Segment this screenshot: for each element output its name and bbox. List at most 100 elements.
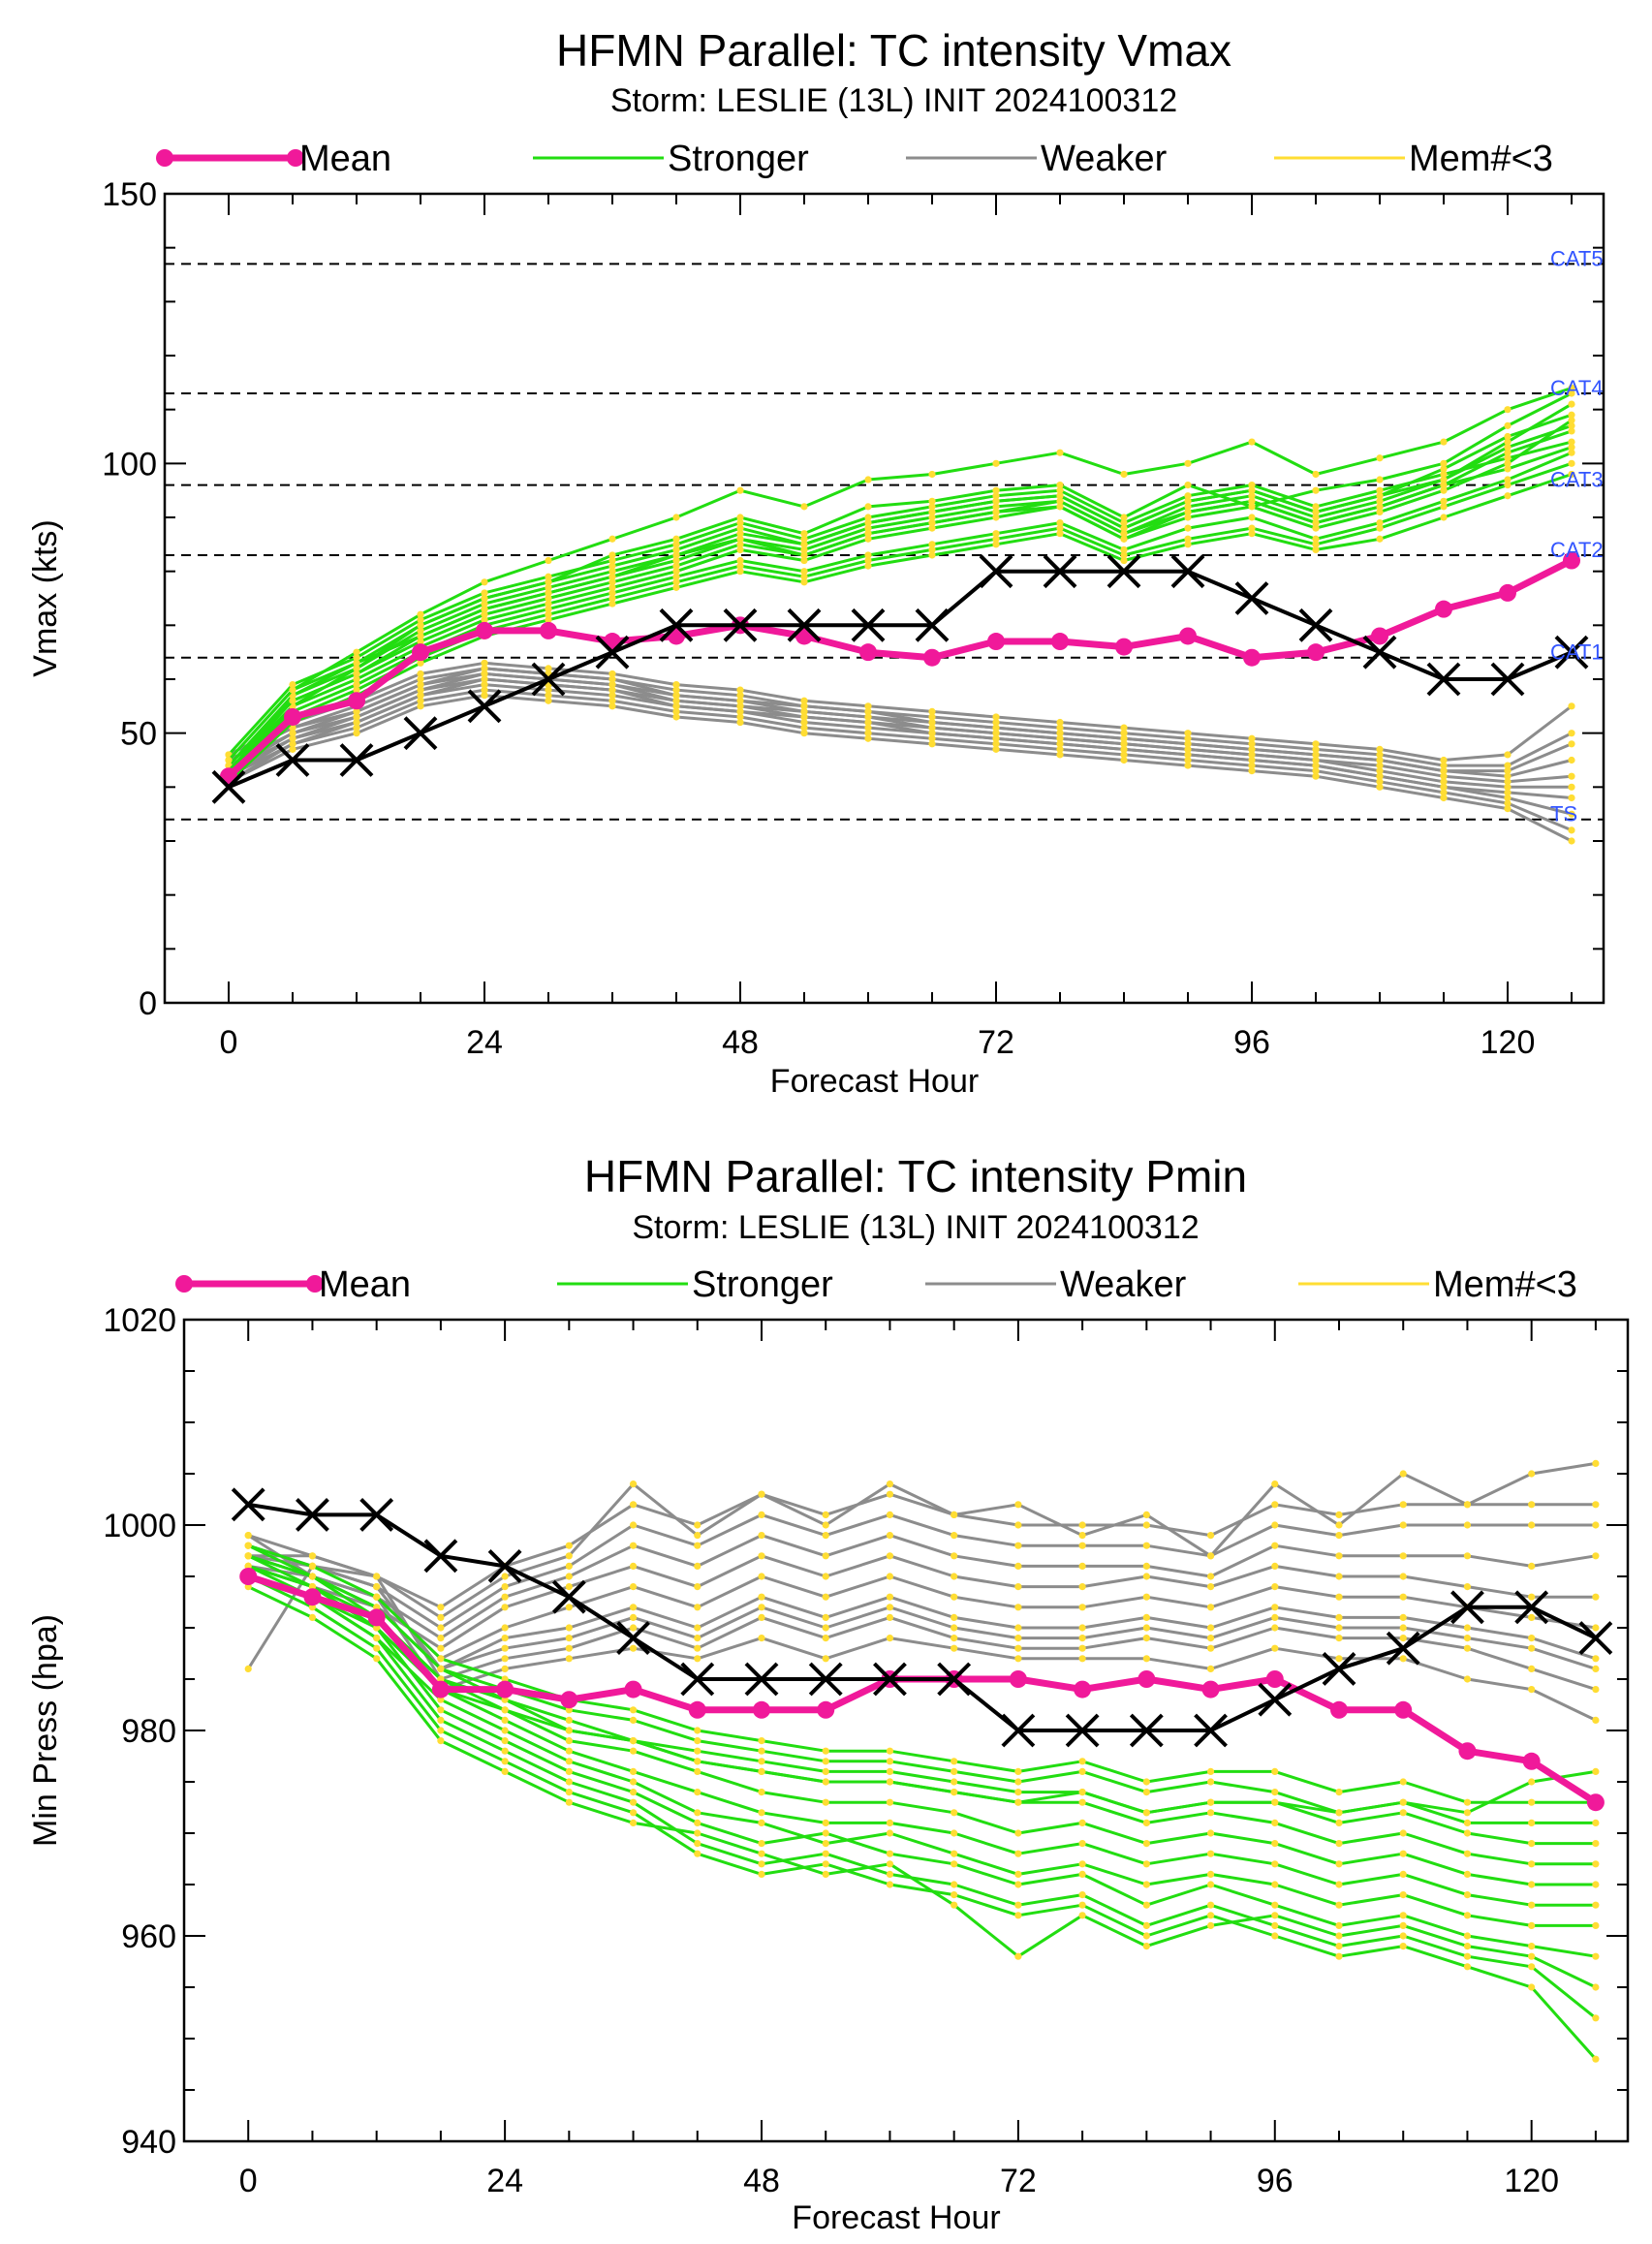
member-point xyxy=(1376,745,1384,753)
member-point xyxy=(289,745,296,753)
member-point xyxy=(289,697,296,704)
member-point xyxy=(822,1552,829,1560)
weaker-member-line xyxy=(228,667,1573,767)
member-point xyxy=(822,1798,829,1806)
weaker-member-line xyxy=(228,688,1573,832)
member-point xyxy=(417,702,424,710)
member-point xyxy=(481,680,488,689)
member-point xyxy=(545,578,552,586)
member-point xyxy=(629,1789,638,1796)
member-point xyxy=(886,1593,894,1601)
mean-point xyxy=(284,707,301,726)
member-point xyxy=(1376,778,1384,786)
member-point xyxy=(545,665,552,672)
member-point xyxy=(951,1850,958,1857)
member-point xyxy=(672,551,680,559)
member-point xyxy=(864,551,872,559)
member-point xyxy=(694,1829,701,1837)
plot-area xyxy=(231,1459,1613,2063)
member-point xyxy=(736,697,744,704)
member-point xyxy=(1592,1665,1600,1672)
member-point xyxy=(1184,535,1192,543)
member-point xyxy=(822,1655,829,1663)
member-point xyxy=(1142,1562,1150,1570)
member-point xyxy=(672,578,680,586)
member-point xyxy=(629,1521,638,1529)
official-forecast-marker xyxy=(1386,1631,1420,1666)
member-point xyxy=(417,627,424,635)
member-point xyxy=(1504,432,1512,441)
member-point xyxy=(437,1644,445,1652)
member-point xyxy=(481,589,488,597)
member-point xyxy=(1142,1881,1150,1888)
member-point xyxy=(1568,740,1575,748)
member-point xyxy=(694,1767,701,1775)
member-point xyxy=(694,1624,701,1632)
member-point xyxy=(501,1665,509,1672)
member-point xyxy=(694,1758,701,1765)
member-point xyxy=(1056,518,1064,527)
member-point xyxy=(565,1552,573,1560)
member-point xyxy=(1206,1921,1215,1929)
member-point xyxy=(1504,449,1512,456)
member-point xyxy=(608,573,616,580)
member-point xyxy=(1440,762,1448,769)
member-point xyxy=(1568,421,1575,429)
member-point xyxy=(1376,535,1384,543)
member-point xyxy=(886,1819,894,1826)
member-point xyxy=(1335,1532,1343,1540)
member-point xyxy=(694,1562,701,1570)
official-forecast-line xyxy=(247,1502,1597,1732)
member-point xyxy=(864,718,872,727)
member-point xyxy=(758,1850,765,1857)
member-point xyxy=(1463,1891,1472,1899)
member-point xyxy=(545,583,552,591)
official-forecast-marker xyxy=(296,1497,329,1532)
member-point xyxy=(1312,767,1320,775)
member-point xyxy=(822,1850,829,1857)
member-point xyxy=(608,680,616,689)
member-point xyxy=(1335,1921,1343,1929)
member-point xyxy=(501,1655,509,1663)
member-point xyxy=(1014,1952,1022,1960)
member-point xyxy=(1399,1798,1407,1806)
member-point xyxy=(822,1747,829,1755)
member-point xyxy=(1399,1870,1407,1878)
legend-item-stronger: Stronger xyxy=(533,139,809,179)
member-point xyxy=(629,1737,638,1745)
member-point xyxy=(608,589,616,597)
member-point xyxy=(565,1778,573,1786)
member-point xyxy=(1014,1767,1022,1775)
member-point xyxy=(1078,1655,1086,1663)
member-point xyxy=(1440,767,1448,775)
stronger-member-line xyxy=(247,1585,1597,1989)
member-point xyxy=(1463,1850,1472,1857)
official-forecast-marker xyxy=(1426,662,1461,697)
stronger-member-line xyxy=(247,1564,1596,1907)
member-point xyxy=(1592,1767,1600,1775)
member-point xyxy=(864,724,872,732)
member-point xyxy=(481,578,488,586)
member-point xyxy=(951,1624,958,1632)
official-forecast-marker xyxy=(937,1662,972,1697)
official-forecast-marker xyxy=(1450,1590,1484,1625)
member-point xyxy=(822,1521,829,1529)
legend-marker xyxy=(287,149,304,167)
member-point xyxy=(1248,734,1256,742)
member-point xyxy=(501,1593,509,1601)
member-point xyxy=(1504,805,1512,813)
member-point xyxy=(608,551,616,559)
member-point xyxy=(758,1604,765,1611)
official-forecast-marker xyxy=(1490,662,1525,697)
member-point xyxy=(736,530,744,538)
member-point xyxy=(1078,1860,1086,1868)
member-point xyxy=(1206,1624,1215,1632)
x-tick-label: 96 xyxy=(1257,2163,1294,2199)
member-point xyxy=(608,702,616,710)
member-point xyxy=(545,697,552,704)
member-point xyxy=(1504,799,1512,807)
member-point xyxy=(1399,1829,1407,1837)
member-point xyxy=(928,497,936,505)
member-point xyxy=(736,514,744,521)
member-point xyxy=(1335,1655,1343,1663)
